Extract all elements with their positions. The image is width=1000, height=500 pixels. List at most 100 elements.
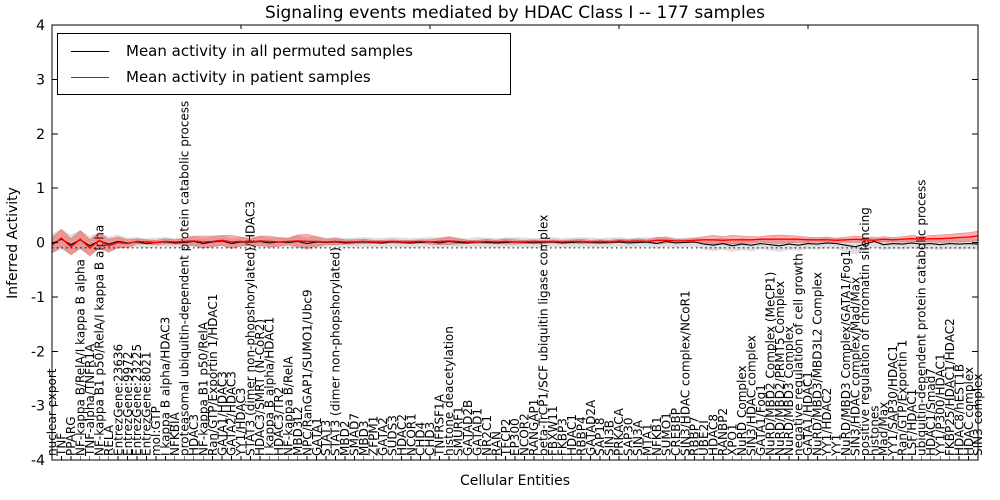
x-tick-label: NuRD/MBD3 Complex/GATA1/Fog1 — [839, 250, 853, 456]
x-tick-label: Ran/GTP/Exportin 1/HDAC1 — [206, 294, 220, 456]
x-tick-label: EntrezGene:9972 — [121, 352, 135, 457]
x-tick-label: Mad/Max — [877, 402, 891, 456]
x-tick-label: YY1/HDAC2 — [820, 388, 834, 457]
legend-item-patient: Mean activity in patient samples — [58, 68, 510, 86]
x-tick-label: GATAD2B — [461, 400, 475, 456]
x-tick-label: GATAD2A — [584, 399, 598, 456]
x-tick-label: GATA1/Fog1 — [754, 384, 768, 456]
y-tick-label: -2 — [31, 344, 45, 360]
x-tick-label: GATA1/HDAC1 — [801, 371, 815, 456]
x-tick-label: FKBP3 — [555, 418, 569, 456]
y-tick-label: -3 — [31, 399, 45, 415]
x-tick-label: SUMO1 — [659, 412, 673, 456]
x-tick-label: FBXW11 — [546, 406, 560, 457]
x-tick-label: STAT3 (dimer non-phopshorylated) — [329, 247, 343, 456]
x-tick-label: HDAC8 — [707, 414, 721, 456]
y-tick-label: 0 — [36, 236, 45, 252]
x-tick-label: I kappa B alpha/HDAC1 — [263, 317, 277, 456]
x-tick-label: NFKB1 — [650, 416, 664, 456]
x-tick-label: HDAC1/Smad7 — [924, 368, 938, 456]
y-tick-label: -4 — [31, 453, 45, 469]
x-tick-label: I kappa B alpha/HDAC3 — [159, 317, 173, 456]
y-axis-label: Inferred Activity — [5, 187, 21, 299]
x-tick-label: CREBBP — [669, 408, 683, 456]
x-tick-label: RANGAP1 — [527, 399, 541, 456]
x-tick-label: MTA1 — [640, 423, 654, 456]
x-tick-label: EP300 — [508, 418, 522, 456]
legend-line-black — [71, 50, 109, 52]
x-tick-label: SMAD7 — [348, 413, 362, 456]
x-tick-label: NPC/RanGAP1/SUMO1/Ubc9 — [300, 289, 314, 456]
x-tick-label: EntrezGene:23225 — [130, 344, 144, 456]
x-tick-label: mol:GTP — [149, 406, 163, 456]
x-tick-label: HDAC8/hEST1B — [952, 364, 966, 456]
x-tick-label: HDAC2 — [395, 414, 409, 456]
y-tick-label: -1 — [31, 290, 45, 306]
x-tick-label: EntrezGene:8021 — [140, 352, 154, 457]
x-tick-label: HDAC1 — [565, 414, 579, 456]
x-tick-label: RELA — [102, 424, 116, 456]
x-tick-label: EntrezGene:23636 — [111, 344, 125, 456]
x-tick-label: NCOR2 — [518, 413, 532, 456]
x-tick-label: NF-kappa B1 p50/RelA — [196, 321, 210, 456]
x-tick-label: MBD3 — [357, 421, 371, 456]
x-tick-label: ubiquitin-dependent protein catabolic pr… — [915, 180, 929, 456]
x-tick-label: GATA1 — [310, 417, 324, 456]
x-tick-label: YY1/SAP30/HDAC1 — [886, 345, 900, 457]
x-tick-label: SIN3/HDAC complex — [744, 335, 758, 456]
x-tick-label: NuRD/MBD3/MBD3L2 Complex — [811, 272, 825, 456]
x-tick-label: XPO1 — [726, 423, 740, 456]
x-tick-label: STAT3 (dimer non-phopshorylated)/HDAC3 — [244, 201, 258, 456]
x-tick-label: SAP18 — [593, 417, 607, 456]
x-tick-label: NF-kappa B/RelA/I kappa B alpha — [74, 259, 88, 456]
x-tick-label: SMURF1 — [452, 406, 466, 456]
x-tick-label: PPARG — [64, 416, 78, 456]
x-tick-label: negative regulation of cell growth — [792, 253, 806, 456]
x-tick-label: NuRD/MBD2/PRMT5 Complex — [773, 281, 787, 456]
x-tick-label: SUDS3 — [385, 415, 399, 456]
legend-item-permuted: Mean activity in all permuted samples — [58, 42, 510, 60]
x-tick-label: SIN3/HDAC complex/Mad/Max — [848, 277, 862, 456]
legend: Mean activity in all permuted samples Me… — [57, 33, 511, 95]
x-tick-label: NR2C1 — [480, 415, 494, 456]
y-tick-label: 4 — [36, 18, 45, 34]
x-tick-label: TNF — [55, 433, 69, 457]
x-tick-label: beta-TrCP1/SCF ubiquitin ligase complex — [537, 215, 551, 456]
x-tick-label: RBBP4 — [574, 416, 588, 456]
x-tick-label: NCOR1 — [404, 413, 418, 456]
series-line-patient — [51, 235, 979, 249]
x-tick-label: NuRD Complex — [735, 365, 749, 456]
x-tick-label: CHD4 — [414, 422, 428, 456]
x-axis-label: Cellular Entities — [459, 473, 571, 489]
y-tick-label: 2 — [36, 127, 45, 143]
x-tick-label: histones — [867, 406, 881, 456]
x-tick-label: GATA1/HDAC3 — [215, 371, 229, 456]
x-tick-label: ZFPM1 — [366, 416, 380, 456]
x-tick-label: histone deacetylation — [442, 326, 456, 456]
x-tick-label: LSF/HDAC1 — [905, 389, 919, 456]
legend-label: Mean activity in patient samples — [126, 68, 371, 86]
x-tick-label: TFCP2 — [499, 419, 513, 457]
x-tick-label: YY1/HDAC3 — [234, 388, 248, 457]
x-tick-label: HDAC3/SMRT (N-CoR2) — [253, 319, 267, 456]
x-tick-label: GATA2 — [376, 417, 390, 456]
legend-label: Mean activity in all permuted samples — [126, 42, 413, 60]
y-tick-label: 1 — [36, 181, 45, 197]
y-tick-label: 3 — [36, 72, 45, 88]
x-tick-label: STAT3 — [319, 420, 333, 456]
x-tick-label: NuRD/MBD2 Complex (MeCP1) — [763, 272, 777, 456]
x-tick-label: HDAC complex — [962, 367, 976, 456]
x-tick-label: NF-kappa B/RelA — [281, 356, 295, 456]
x-tick-label: YY1 — [829, 434, 843, 457]
x-tick-label: RANBP2 — [716, 408, 730, 456]
x-tick-label: positive regulation of chromatin silenci… — [858, 207, 872, 456]
x-tick-label: NuRD/MBD3 Complex — [782, 326, 796, 456]
x-tick-label: MBD3L2 — [291, 406, 305, 456]
x-tick-label: proteasomal ubiquitin-dependent protein … — [177, 101, 191, 456]
x-tick-label: NF-kappa B1 p50/RelA/I kappa B alpha — [92, 225, 106, 456]
chart-title: Signaling events mediated by HDAC Class … — [264, 3, 766, 23]
x-tick-label: HDAC3 — [187, 414, 201, 456]
x-tick-label: RAN — [489, 431, 503, 456]
x-tick-label: TNF-alpha/TNFR1A — [83, 343, 97, 457]
